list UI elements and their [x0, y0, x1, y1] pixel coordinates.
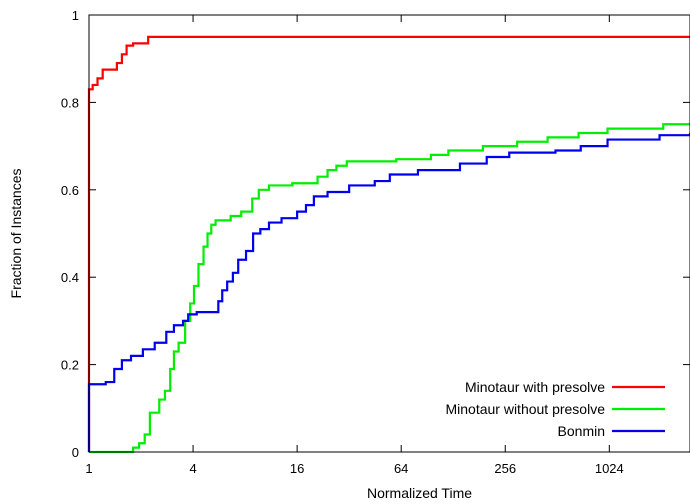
axis-ticks: 0 0.2 0.4 0.6 0.8 1 1 4 16 64 256 1024 [61, 8, 690, 476]
series-line-1 [87, 35, 690, 452]
x-tick-label: 4 [189, 461, 196, 476]
y-tick-label: 1 [72, 8, 79, 23]
x-tick-label: 64 [394, 461, 408, 476]
series-line-2 [89, 123, 690, 454]
plot-area-frame [88, 14, 690, 453]
series-layer [87, 35, 690, 454]
legend-label: Minotaur without presolve [445, 401, 605, 417]
y-tick-label: 0.4 [61, 270, 79, 285]
legend-label: Minotaur with presolve [465, 379, 605, 395]
x-axis-title: Normalized Time [367, 485, 472, 501]
y-tick-label: 0 [72, 445, 79, 460]
series-line-3 [87, 132, 690, 452]
y-tick-label: 0.6 [61, 183, 79, 198]
y-tick-label: 0.8 [61, 95, 79, 110]
legend-label: Bonmin [558, 423, 605, 439]
x-tick-label: 1024 [595, 461, 624, 476]
legend: Minotaur with presolve Minotaur without p… [445, 379, 665, 439]
x-tick-label: 1 [85, 461, 92, 476]
x-tick-label: 256 [494, 461, 516, 476]
x-tick-label: 16 [290, 461, 304, 476]
y-axis-title: Fraction of Instances [8, 169, 24, 299]
y-tick-label: 0.2 [61, 358, 79, 373]
